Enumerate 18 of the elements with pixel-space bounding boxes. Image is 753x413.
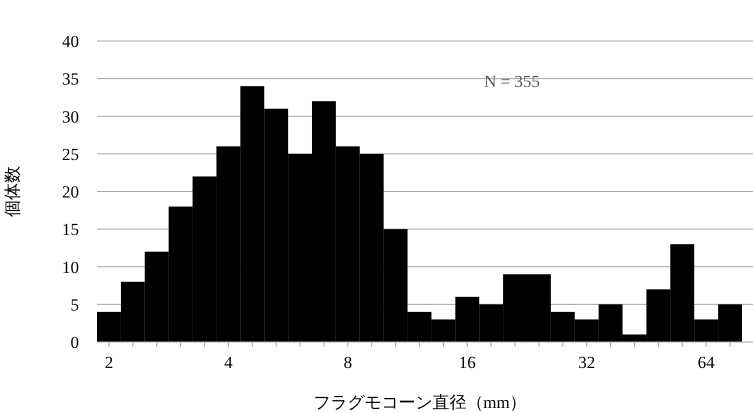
y-tick-label: 40 xyxy=(62,32,79,51)
x-tick-label: 2 xyxy=(104,353,114,372)
y-tick-label: 5 xyxy=(70,295,79,314)
x-tick-label: 32 xyxy=(578,353,596,372)
x-axis-title: フラグモコーン直径（mm） xyxy=(313,393,527,412)
y-tick-label: 0 xyxy=(70,333,79,352)
y-tick-label: 25 xyxy=(62,144,79,164)
y-tick-label: 30 xyxy=(62,107,79,126)
y-tick-label: 20 xyxy=(62,182,79,202)
y-axis-title: 個体数 xyxy=(3,166,22,217)
annotation: N = 355 xyxy=(484,72,540,91)
y-tick-label: 10 xyxy=(62,258,79,277)
x-tick-label: 16 xyxy=(458,353,476,372)
x-tick-label: 4 xyxy=(224,353,234,372)
x-tick-label: 64 xyxy=(698,353,716,372)
y-tick-label: 15 xyxy=(62,220,79,240)
y-tick-label: 35 xyxy=(62,70,79,89)
x-tick-label: 8 xyxy=(344,353,352,372)
